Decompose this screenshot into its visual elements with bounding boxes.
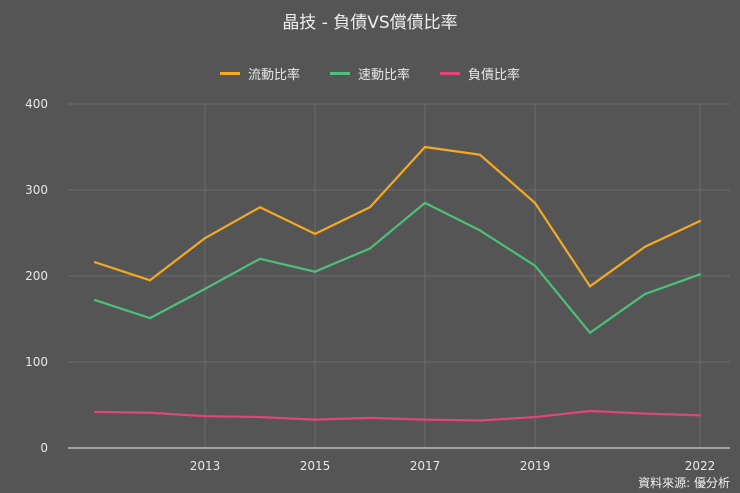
data-point <box>698 273 702 276</box>
y-tick-label: 300 <box>25 183 48 197</box>
legend-label: 負債比率 <box>468 68 521 83</box>
data-point <box>588 285 592 288</box>
data-point <box>533 415 537 419</box>
series-line-1 <box>94 201 701 334</box>
series-line-2 <box>94 409 701 422</box>
legend-swatch <box>219 72 240 75</box>
legend-item-quick-ratio[interactable]: 速動比率 <box>329 64 410 83</box>
data-point <box>203 415 207 418</box>
data-point <box>313 232 317 235</box>
data-point <box>533 201 537 204</box>
legend-item-debt-ratio[interactable]: 負債比率 <box>440 64 520 83</box>
data-point <box>643 412 647 415</box>
y-tick-label: 200 <box>25 269 48 283</box>
chart-title: 晶技 - 負債VS償債比率 <box>282 13 458 33</box>
data-point <box>203 237 207 240</box>
data-point <box>313 418 317 421</box>
x-tick-label: 2017 <box>410 459 441 473</box>
data-point <box>478 419 482 422</box>
data-point <box>698 414 702 417</box>
data-point <box>643 292 647 296</box>
legend-label: 流動比率 <box>247 68 300 83</box>
data-point <box>258 257 262 260</box>
data-point <box>423 145 427 149</box>
data-point <box>258 415 262 419</box>
data-point <box>148 279 152 282</box>
data-point <box>148 317 152 320</box>
data-point <box>533 264 537 267</box>
data-point <box>588 331 592 334</box>
data-point <box>368 416 372 419</box>
data-point <box>148 411 152 414</box>
y-tick-label: 0 <box>40 441 48 455</box>
data-point <box>588 409 592 413</box>
data-point <box>93 261 97 264</box>
x-tick-label: 2019 <box>520 459 551 473</box>
data-point <box>423 418 427 421</box>
data-point <box>93 410 97 413</box>
data-point <box>423 201 427 204</box>
legend-label: 速動比率 <box>357 68 410 83</box>
legend-swatch <box>329 72 350 75</box>
y-tick-label: 400 <box>25 97 48 111</box>
data-point <box>478 153 482 156</box>
data-point <box>368 206 372 209</box>
series-line-0 <box>94 145 701 288</box>
data-point <box>258 206 262 209</box>
legend: 流動比率 速動比率 負債比率 <box>0 64 740 83</box>
y-tick-label: 100 <box>25 355 48 369</box>
data-point <box>313 270 317 273</box>
legend-item-current-ratio[interactable]: 流動比率 <box>219 64 300 83</box>
data-point <box>643 245 647 248</box>
x-tick-label: 2015 <box>300 459 331 473</box>
data-point <box>368 247 372 250</box>
x-tick-label: 2013 <box>190 459 221 473</box>
source-note: 資料來源: 優分析 <box>638 476 730 490</box>
x-tick-label: 2022 <box>685 459 716 473</box>
data-point <box>698 219 702 223</box>
data-point <box>93 298 97 302</box>
legend-swatch <box>440 72 460 75</box>
data-point <box>203 287 207 290</box>
data-point <box>478 229 482 232</box>
